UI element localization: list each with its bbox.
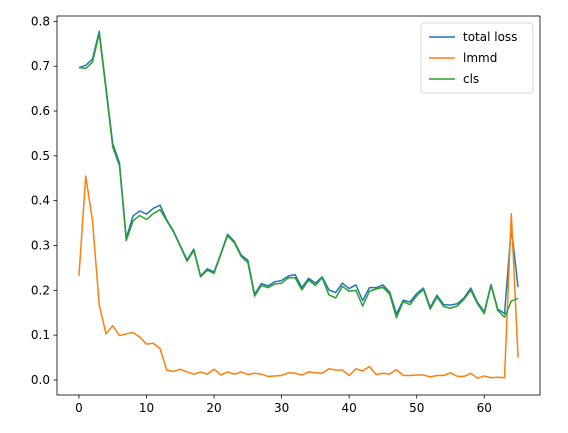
series-line-cls: [78, 32, 519, 319]
x-tick-label: 40: [342, 401, 357, 415]
legend-label-cls: cls: [463, 72, 479, 86]
series-line-total-loss: [78, 30, 519, 315]
y-tick-label: 0.7: [31, 59, 50, 73]
x-axis: 0 10 20 30 40 50 60: [75, 395, 492, 415]
y-tick-label: 0.8: [31, 14, 50, 28]
legend-label-total-loss: total loss: [463, 30, 517, 44]
legend: total loss lmmd cls: [420, 22, 534, 94]
y-axis: 0.0 0.1 0.2 0.3 0.4 0.5 0.6 0.7 0.8: [31, 14, 57, 387]
series-layer: [78, 30, 519, 379]
legend-label-lmmd: lmmd: [463, 51, 497, 65]
x-tick-label: 0: [75, 401, 83, 415]
series-line-lmmd: [78, 175, 519, 379]
legend-box: [420, 22, 534, 94]
y-tick-label: 0.2: [31, 283, 50, 297]
x-tick-label: 30: [274, 401, 289, 415]
y-tick-label: 0.3: [31, 239, 50, 253]
x-tick-label: 60: [477, 401, 492, 415]
x-tick-label: 20: [206, 401, 221, 415]
y-tick-label: 0.4: [31, 194, 50, 208]
y-tick-label: 0.6: [31, 104, 50, 118]
y-tick-label: 0.1: [31, 328, 50, 342]
y-tick-label: 0.0: [31, 373, 50, 387]
x-tick-label: 10: [139, 401, 154, 415]
y-tick-label: 0.5: [31, 149, 50, 163]
x-tick-label: 50: [409, 401, 424, 415]
axes-frame: [56, 15, 541, 396]
